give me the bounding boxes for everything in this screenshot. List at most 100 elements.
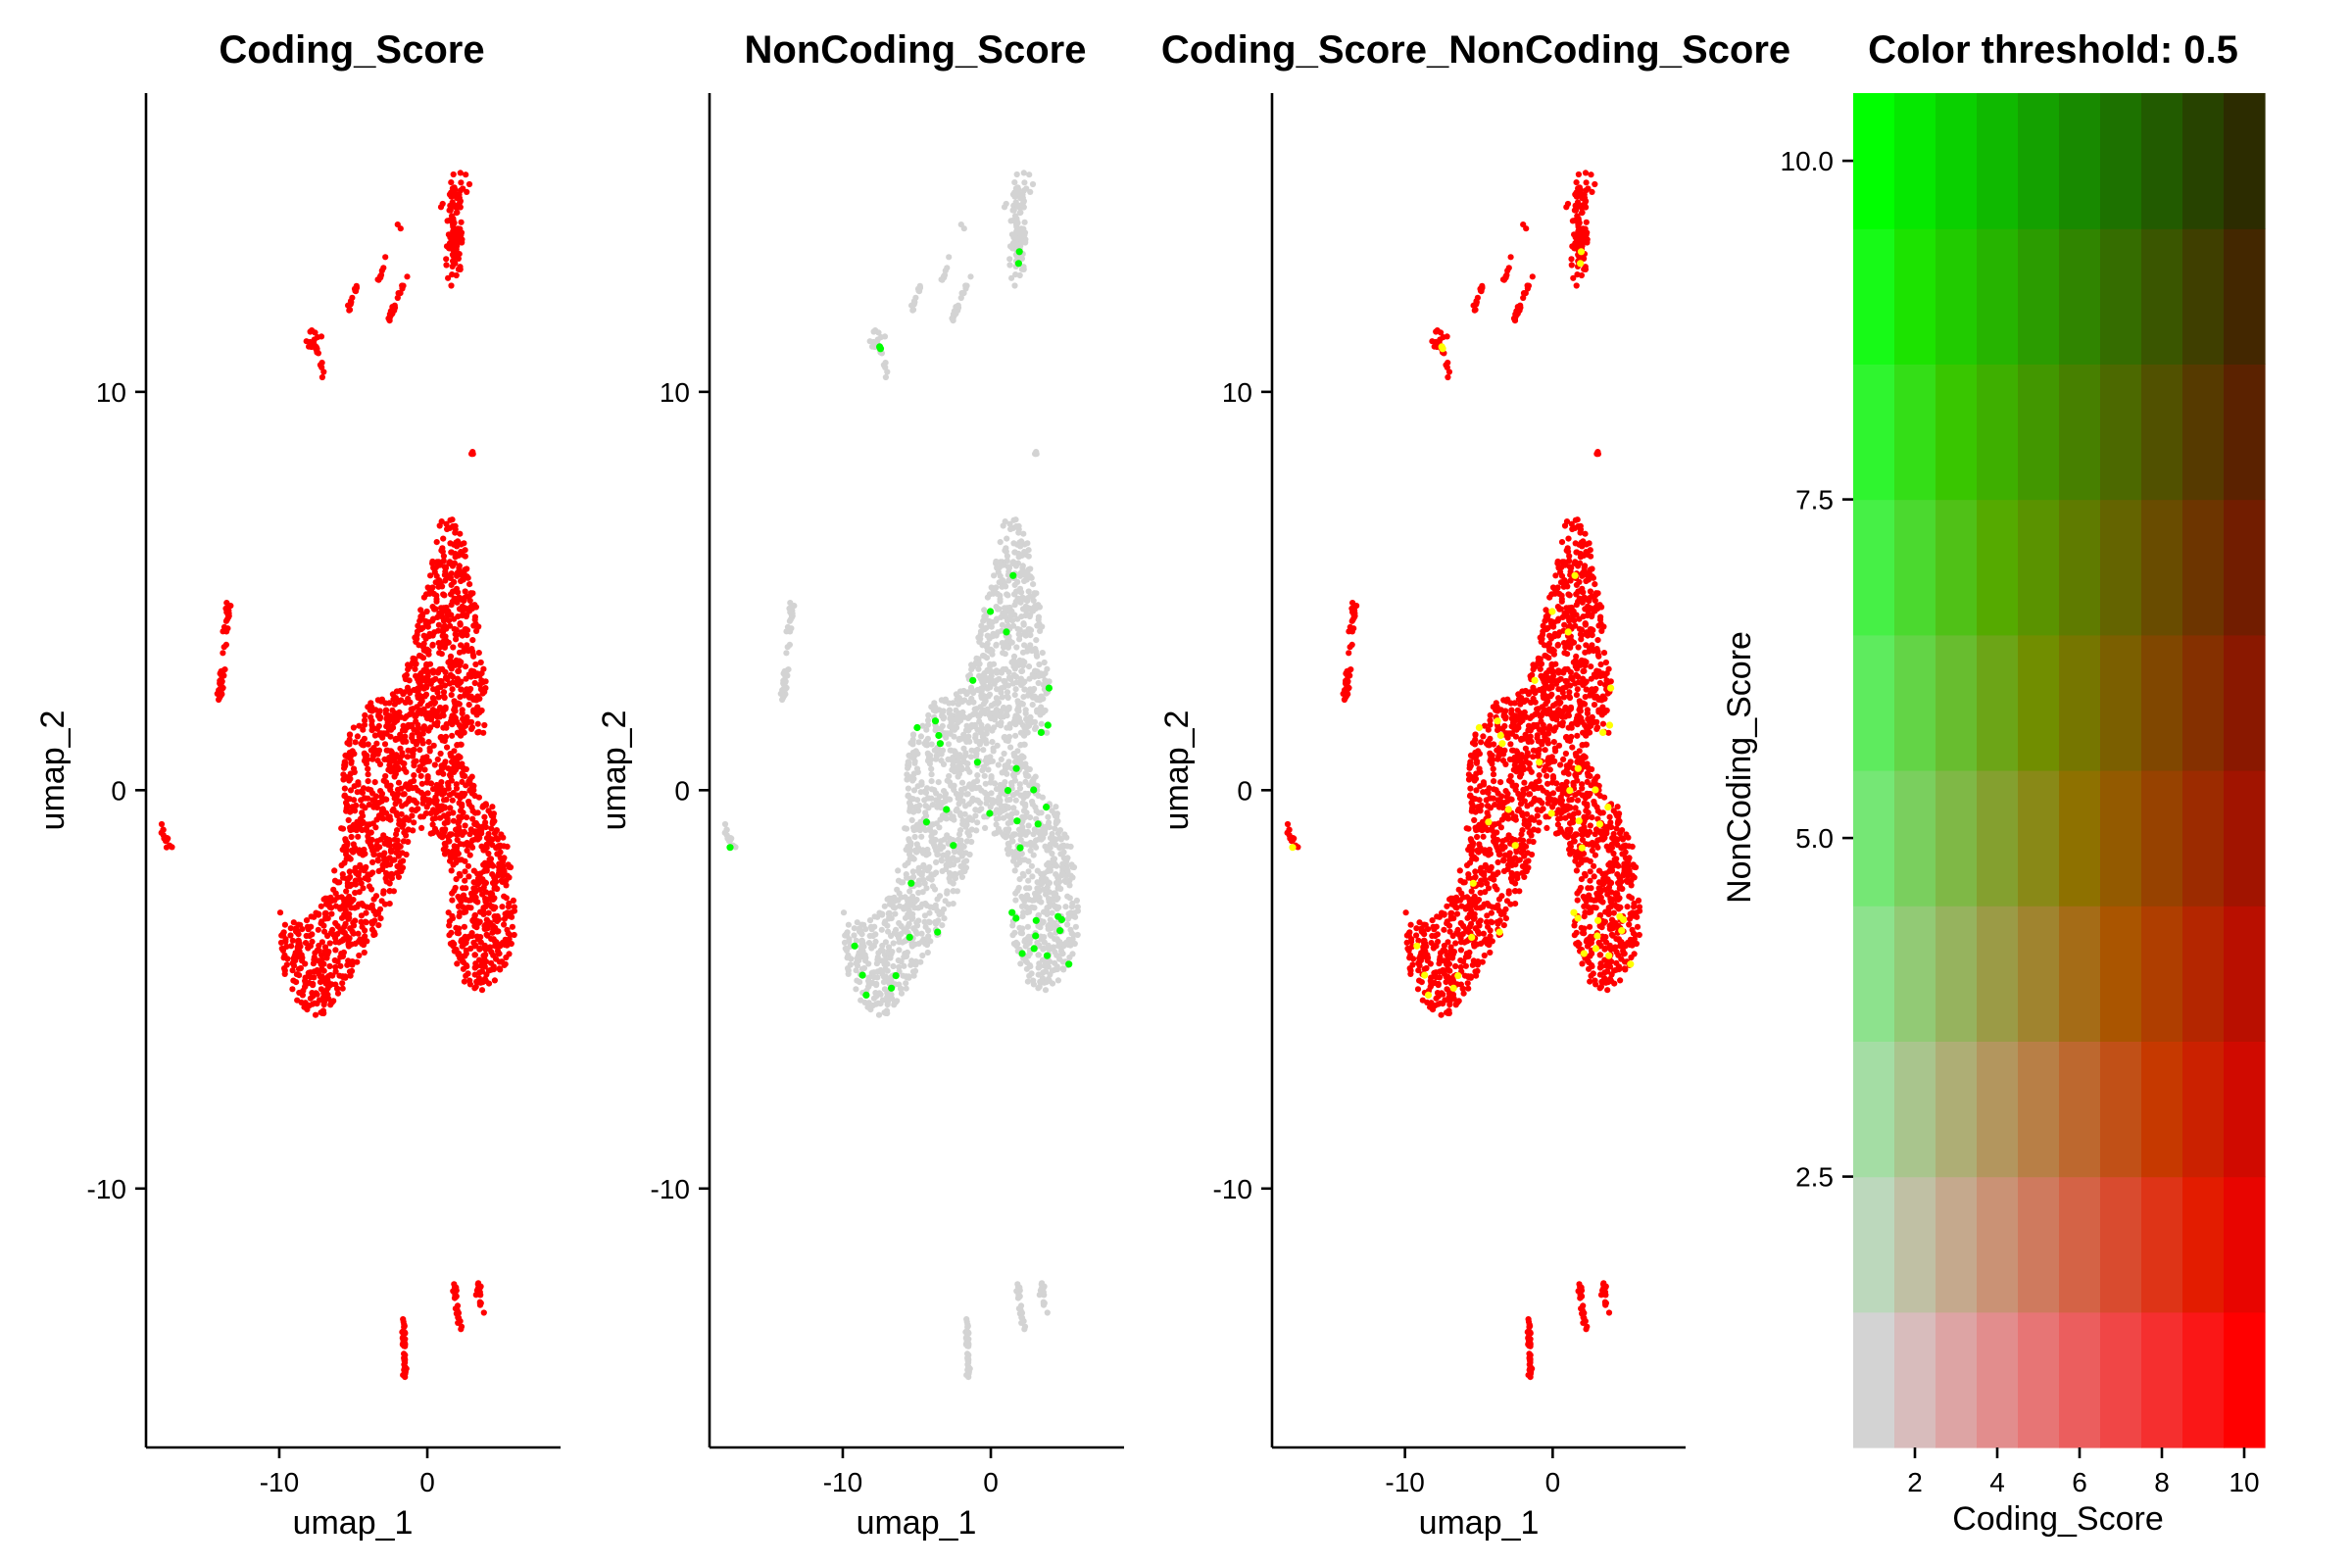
scatter-point bbox=[380, 888, 387, 895]
scatter-point bbox=[1006, 256, 1013, 263]
scatter-point bbox=[225, 612, 232, 619]
scatter-point bbox=[1015, 522, 1022, 530]
scatter-point bbox=[346, 307, 354, 314]
scatter-point bbox=[1021, 813, 1028, 821]
scatter-point bbox=[455, 951, 462, 958]
scatter-point bbox=[1055, 941, 1062, 948]
scatter-point bbox=[908, 739, 916, 747]
scatter-point bbox=[991, 724, 998, 731]
scatter-point bbox=[1008, 274, 1015, 281]
scatter-point bbox=[961, 810, 968, 817]
scatter-point-highlight bbox=[934, 928, 942, 936]
scatter-point bbox=[281, 921, 288, 928]
scatter-point bbox=[347, 770, 354, 777]
scatter-point bbox=[979, 678, 986, 685]
scatter-point bbox=[968, 826, 975, 833]
scatter-point bbox=[296, 948, 303, 955]
scatter-point bbox=[431, 720, 438, 728]
scatter-point bbox=[881, 986, 889, 993]
scatter-point bbox=[488, 860, 495, 867]
scatter-point bbox=[970, 699, 977, 706]
scatter-point bbox=[960, 225, 967, 232]
scatter-point bbox=[498, 958, 506, 965]
scatter-point bbox=[382, 700, 389, 707]
scatter-point bbox=[375, 747, 383, 754]
scatter-point bbox=[938, 858, 946, 864]
scatter-point bbox=[919, 722, 926, 729]
scatter-point bbox=[469, 815, 476, 822]
scatter-point bbox=[954, 753, 960, 760]
scatter-point bbox=[488, 936, 495, 943]
scatter-point bbox=[362, 717, 368, 724]
scatter-point bbox=[367, 904, 373, 911]
scatter-point bbox=[1049, 850, 1055, 858]
scatter-point bbox=[491, 885, 498, 892]
scatter-point bbox=[358, 788, 365, 796]
scatter-point bbox=[910, 925, 917, 932]
scatter-point bbox=[501, 915, 508, 922]
scatter-point bbox=[222, 617, 229, 624]
scatter-point bbox=[1050, 920, 1056, 927]
scatter-point bbox=[329, 926, 336, 934]
scatter-point bbox=[1569, 744, 1576, 751]
scatter-point bbox=[449, 897, 456, 904]
scatter-point bbox=[1013, 679, 1020, 686]
scatter-point bbox=[380, 265, 387, 271]
scatter-point bbox=[1066, 954, 1073, 961]
scatter-point-highlight bbox=[950, 842, 957, 850]
scatter-point bbox=[416, 747, 423, 754]
scatter-point bbox=[1027, 814, 1034, 821]
scatter-point bbox=[880, 362, 888, 368]
scatter-point bbox=[219, 678, 225, 685]
scatter-point bbox=[1062, 878, 1069, 886]
scatter-point bbox=[936, 893, 944, 900]
scatter-point-highlight bbox=[986, 809, 994, 817]
scatter-point bbox=[455, 763, 462, 770]
scatter-point bbox=[460, 764, 466, 771]
scatter-point bbox=[282, 936, 289, 943]
scatter-point bbox=[447, 805, 454, 811]
scatter-point bbox=[448, 692, 455, 699]
scatter-point bbox=[1024, 729, 1031, 736]
scatter-point bbox=[332, 947, 339, 954]
scatter-point bbox=[430, 742, 437, 749]
scatter-point bbox=[404, 684, 412, 691]
scatter-point bbox=[903, 846, 909, 854]
scatter-point bbox=[791, 603, 798, 610]
scatter-point bbox=[305, 926, 312, 933]
scatter-point bbox=[324, 915, 331, 922]
scatter-point bbox=[400, 791, 407, 798]
scatter-point bbox=[996, 606, 1003, 612]
scatter-point bbox=[880, 979, 888, 986]
scatter-point bbox=[365, 876, 371, 883]
scatter-point bbox=[984, 594, 992, 601]
scatter-point bbox=[373, 816, 380, 823]
scatter-point bbox=[1016, 1293, 1023, 1300]
scatter-point bbox=[944, 832, 951, 839]
scatter-point bbox=[1023, 185, 1030, 192]
scatter-point bbox=[356, 722, 363, 729]
scatter-point bbox=[851, 932, 858, 939]
scatter-point bbox=[456, 606, 464, 612]
scatter-point bbox=[911, 299, 918, 306]
scatter-point bbox=[381, 741, 389, 748]
scatter-point bbox=[380, 777, 387, 784]
scatter-point bbox=[1010, 850, 1017, 857]
scatter-point bbox=[945, 741, 953, 748]
scatter-point bbox=[427, 724, 434, 731]
scatter-point bbox=[452, 186, 459, 193]
scatter-point bbox=[402, 1370, 409, 1377]
scatter-point bbox=[440, 638, 447, 646]
scatter-point bbox=[1052, 825, 1058, 832]
scatter-point bbox=[1039, 874, 1047, 881]
scatter-point bbox=[479, 823, 486, 830]
scatter-point bbox=[420, 706, 427, 712]
scatter-point bbox=[356, 847, 363, 854]
scatter-point bbox=[882, 939, 890, 946]
scatter-point bbox=[1001, 814, 1007, 821]
scatter-point bbox=[962, 850, 969, 857]
scatter-point bbox=[1025, 822, 1032, 829]
scatter-point bbox=[1053, 804, 1059, 810]
scatter-point bbox=[454, 599, 461, 606]
scatter-point bbox=[342, 920, 349, 927]
